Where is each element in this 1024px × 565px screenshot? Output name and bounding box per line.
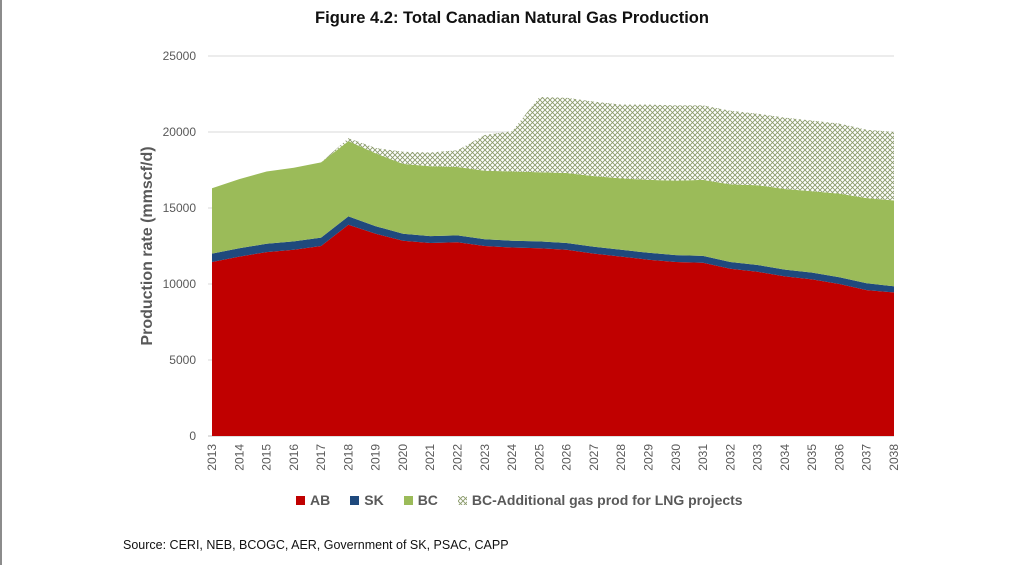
legend-item-ab: AB (296, 492, 330, 508)
legend-swatch-bc (403, 495, 413, 505)
x-tick-label: 2032 (723, 444, 737, 471)
x-tick-label: 2034 (778, 444, 792, 471)
x-tick-label: 2023 (478, 444, 492, 471)
x-tick-label: 2016 (287, 444, 301, 471)
x-tick-label: 2018 (341, 444, 355, 471)
x-tick-label: 2026 (560, 444, 574, 471)
x-tick-label: 2033 (751, 444, 765, 471)
legend-item-bc-additional: BC-Additional gas prod for LNG projects (457, 492, 743, 508)
x-tick-label: 2037 (860, 444, 874, 471)
y-tick-label: 10000 (163, 277, 197, 291)
y-tick-label: 25000 (163, 49, 197, 63)
x-tick-label: 2027 (587, 444, 601, 471)
x-tick-label: 2028 (614, 444, 628, 471)
x-tick-label: 2038 (887, 444, 901, 471)
x-tick-label: 2030 (669, 444, 683, 471)
area-bc (212, 141, 894, 287)
legend-label-bc: BC (417, 492, 438, 508)
x-tick-label: 2029 (641, 444, 655, 471)
legend-swatch-ab (296, 495, 305, 505)
y-tick-label: 20000 (163, 125, 197, 139)
area-bc-additional-gas-prod-for-lng-projects (212, 97, 894, 201)
area-ab (212, 224, 894, 436)
chart-title: Figure 4.2: Total Canadian Natural Gas P… (315, 9, 709, 27)
y-tick-label: 5000 (169, 353, 196, 367)
x-tick-label: 2025 (532, 444, 546, 471)
x-tick-label: 2020 (396, 444, 410, 471)
legend-swatch-bc-additional (457, 495, 467, 505)
x-tick-label: 2021 (423, 444, 437, 471)
y-tick-label: 15000 (163, 201, 197, 215)
legend-label-bc-additional: BC-Additional gas prod for LNG projects (471, 492, 743, 508)
x-tick-label: 2017 (314, 444, 328, 471)
area-sk (212, 216, 894, 293)
x-tick-label: 2031 (696, 444, 710, 471)
legend-swatch-sk (350, 495, 360, 505)
x-tick-label: 2015 (260, 444, 274, 471)
legend-label-sk: SK (364, 492, 384, 508)
x-tick-label: 2024 (505, 444, 519, 471)
x-tick-label: 2036 (832, 444, 846, 471)
legend-item-bc: BC (403, 492, 438, 508)
y-tick-label: 0 (189, 429, 196, 443)
x-tick-label: 2035 (805, 444, 819, 471)
x-tick-label: 2013 (205, 444, 219, 471)
legend-label-ab: AB (310, 492, 331, 508)
source-note: Source: CERI, NEB, BCOGC, AER, Governmen… (123, 538, 509, 552)
x-tick-label: 2014 (232, 444, 246, 471)
legend-item-sk: SK (350, 492, 384, 508)
chart-legend: AB SK BC BC-Additional gas prod for LNG … (296, 492, 763, 508)
x-tick-label: 2019 (369, 444, 383, 471)
page-border (0, 0, 2, 565)
x-tick-label: 2022 (451, 444, 465, 471)
